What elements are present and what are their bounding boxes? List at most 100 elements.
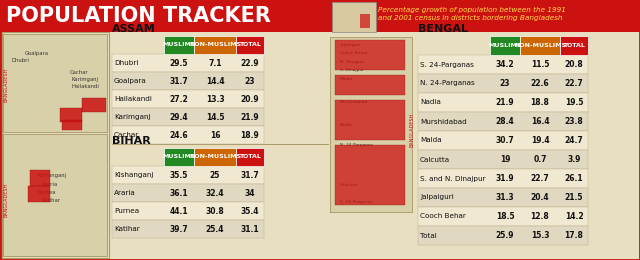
Bar <box>2 32 109 258</box>
Text: Hailakandi: Hailakandi <box>72 84 100 89</box>
Text: Goalpara: Goalpara <box>114 78 147 84</box>
Bar <box>236 36 264 54</box>
Text: 27.2: 27.2 <box>170 94 188 103</box>
Bar <box>418 112 588 131</box>
Text: 12.8: 12.8 <box>531 212 549 221</box>
Text: BIHAR: BIHAR <box>112 136 151 146</box>
Text: 28.4: 28.4 <box>495 117 515 126</box>
Text: MUSLIMS: MUSLIMS <box>163 154 196 159</box>
Text: 14.5: 14.5 <box>205 113 224 121</box>
Text: Cooch Behar: Cooch Behar <box>340 51 367 55</box>
Text: 31.7: 31.7 <box>170 76 188 86</box>
Bar <box>112 90 264 108</box>
Bar <box>164 36 194 54</box>
Text: 34.2: 34.2 <box>496 60 515 69</box>
Text: S. 24-Parganas: S. 24-Parganas <box>340 200 372 204</box>
Text: N. 24-Parganas: N. 24-Parganas <box>420 81 475 87</box>
Text: 19: 19 <box>500 155 510 164</box>
Text: S. 24-Parganas: S. 24-Parganas <box>420 62 474 68</box>
Text: 36.1: 36.1 <box>170 188 188 198</box>
Text: Karimganj: Karimganj <box>72 77 99 82</box>
Bar <box>418 207 588 226</box>
Text: 11.5: 11.5 <box>531 60 549 69</box>
Bar <box>112 202 264 220</box>
Text: 23: 23 <box>500 79 510 88</box>
Bar <box>560 36 588 55</box>
Text: 22.7: 22.7 <box>531 174 549 183</box>
Text: Calcutta: Calcutta <box>340 183 358 187</box>
Bar <box>490 36 520 55</box>
Bar <box>335 75 405 95</box>
Bar <box>112 220 264 238</box>
Bar <box>418 74 588 93</box>
Bar <box>112 72 264 90</box>
Bar <box>335 100 405 140</box>
Bar <box>418 150 588 169</box>
Bar <box>30 170 50 186</box>
Text: 21.5: 21.5 <box>564 193 583 202</box>
Text: Total: Total <box>420 232 436 238</box>
Bar <box>194 148 236 166</box>
Text: Cachar: Cachar <box>70 69 88 75</box>
Text: Araria: Araria <box>42 181 58 186</box>
Text: 23: 23 <box>244 76 255 86</box>
Text: BANGLADESH: BANGLADESH <box>410 113 415 147</box>
Text: 25.9: 25.9 <box>496 231 515 240</box>
Bar <box>62 120 82 130</box>
Text: 24.7: 24.7 <box>564 136 584 145</box>
Text: S. and N. Dinajpur: S. and N. Dinajpur <box>420 176 486 181</box>
Bar <box>194 36 236 54</box>
Bar <box>112 54 264 72</box>
Text: Jalpaiguri: Jalpaiguri <box>420 194 454 200</box>
Text: Dhubri: Dhubri <box>114 60 138 66</box>
Bar <box>112 166 264 184</box>
Bar <box>112 108 264 126</box>
Text: 18.5: 18.5 <box>496 212 515 221</box>
Text: Kishanganj: Kishanganj <box>114 172 154 178</box>
Bar <box>335 145 405 205</box>
Text: 17.8: 17.8 <box>564 231 584 240</box>
Bar <box>418 188 588 207</box>
Text: 25.4: 25.4 <box>205 224 224 233</box>
Text: Murshidabad: Murshidabad <box>340 100 368 104</box>
Text: 16: 16 <box>210 131 220 140</box>
Text: NON-MUSLIMS: NON-MUSLIMS <box>514 43 566 48</box>
Text: 35.5: 35.5 <box>170 171 188 179</box>
Text: 35.4: 35.4 <box>241 206 259 216</box>
Text: Calcutta: Calcutta <box>420 157 450 162</box>
Text: 15.3: 15.3 <box>531 231 549 240</box>
Text: Cachar: Cachar <box>114 132 140 138</box>
Bar <box>330 37 412 212</box>
Text: 31.3: 31.3 <box>496 193 515 202</box>
Bar <box>332 2 376 32</box>
Bar <box>112 184 264 202</box>
Bar <box>28 186 50 202</box>
Text: Purnea: Purnea <box>38 190 56 194</box>
Text: TOTAL: TOTAL <box>239 42 261 48</box>
Text: Hailakandi: Hailakandi <box>114 96 152 102</box>
Bar <box>335 40 405 70</box>
Text: 44.1: 44.1 <box>170 206 188 216</box>
Text: 20.8: 20.8 <box>564 60 584 69</box>
Bar <box>418 93 588 112</box>
Text: 24.6: 24.6 <box>170 131 188 140</box>
Text: 0.7: 0.7 <box>533 155 547 164</box>
Bar <box>520 36 560 55</box>
Text: Percentage growth of population between the 1991
and 2001 census in districts bo: Percentage growth of population between … <box>378 7 566 21</box>
Text: 13.3: 13.3 <box>205 94 224 103</box>
Text: Nadia: Nadia <box>420 100 441 106</box>
Text: S. Dinajpur: S. Dinajpur <box>340 68 364 72</box>
Text: 3.9: 3.9 <box>567 155 580 164</box>
Bar <box>360 14 370 28</box>
Text: 22.9: 22.9 <box>241 58 259 68</box>
Text: Cooch Behar: Cooch Behar <box>420 213 466 219</box>
Text: 30.8: 30.8 <box>205 206 225 216</box>
Text: Katihar: Katihar <box>42 198 61 204</box>
Text: Malda: Malda <box>420 138 442 144</box>
Text: 20.4: 20.4 <box>531 193 549 202</box>
Text: Malda: Malda <box>340 77 353 81</box>
Text: 30.7: 30.7 <box>495 136 515 145</box>
Text: Araria: Araria <box>114 190 136 196</box>
Text: 39.7: 39.7 <box>170 224 188 233</box>
Text: 22.6: 22.6 <box>531 79 549 88</box>
